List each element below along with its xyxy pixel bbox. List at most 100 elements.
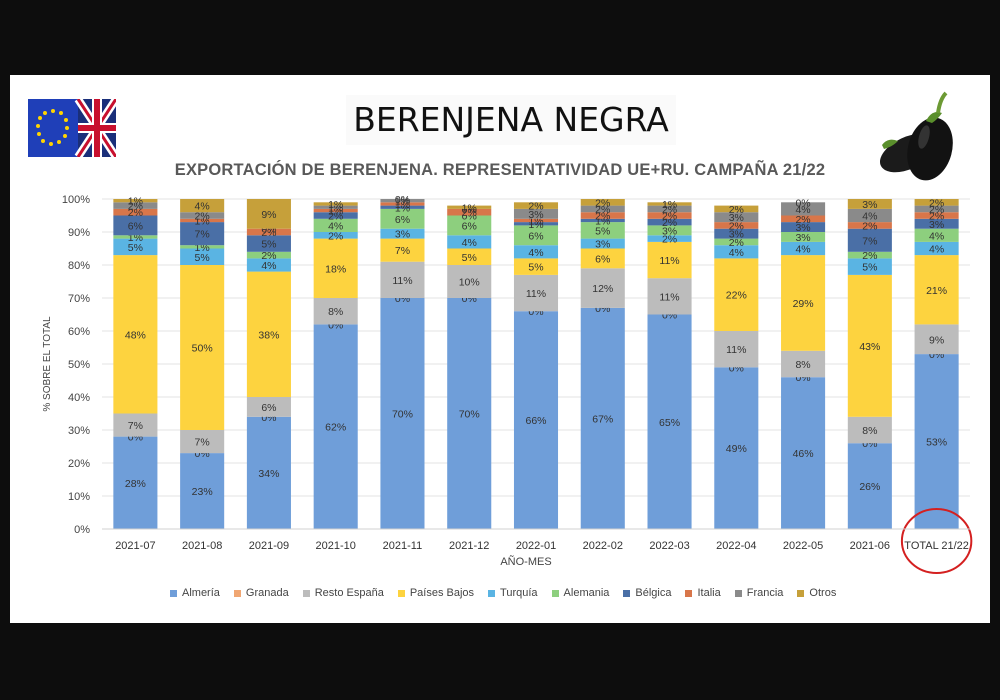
slide: BERENJENA NEGRA EXPORTACIÓN DE BERENJENA… xyxy=(10,75,990,623)
bar-segment xyxy=(246,199,291,229)
data-label: 0% xyxy=(395,194,410,206)
bar-segment xyxy=(380,261,425,298)
bar-segment xyxy=(180,199,225,213)
stacked-bar-chart: 0% 10% 20% 30% 40% 50% 60% 70% 80% 90% 100% % SOBRE… xyxy=(42,194,973,574)
bar-segment xyxy=(380,228,425,239)
bar-segment xyxy=(447,248,492,265)
legend-label: Almería xyxy=(182,587,220,599)
bar-segment xyxy=(113,238,158,256)
data-label: 2% xyxy=(862,220,877,232)
bar-segment xyxy=(781,241,826,256)
data-label: 23% xyxy=(192,486,213,498)
bar-segment xyxy=(847,199,892,209)
bar-segment xyxy=(513,208,559,219)
legend-item: Otros xyxy=(797,587,836,599)
bar-segment xyxy=(113,202,158,209)
bar-segment xyxy=(714,245,759,259)
bar-segment xyxy=(714,205,759,213)
data-label: 5% xyxy=(462,252,477,264)
legend-label: Otros xyxy=(809,587,837,599)
data-label: 2% xyxy=(929,204,944,216)
data-label: 2% xyxy=(662,211,677,223)
legend-swatch xyxy=(685,589,693,597)
data-label: 2% xyxy=(261,250,276,262)
legend-swatch xyxy=(397,589,405,597)
data-label: 11% xyxy=(659,255,679,267)
bar-segment xyxy=(847,258,892,275)
bar-segment xyxy=(781,377,826,529)
bar-segment xyxy=(313,212,358,219)
bar-segment xyxy=(714,331,759,368)
bar-segment xyxy=(246,235,291,252)
bar-segment xyxy=(180,430,225,454)
x-tick-label: 2021-10 xyxy=(316,540,356,552)
legend-label: Granada xyxy=(245,587,289,599)
data-label: 2% xyxy=(795,214,810,226)
data-label: 2% xyxy=(328,230,343,242)
bar-segment xyxy=(647,278,692,315)
data-label: 2% xyxy=(595,197,610,209)
legend-label: Alemania xyxy=(563,587,610,599)
data-label: 1% xyxy=(662,199,677,211)
highlight-circle xyxy=(900,508,973,574)
bar-segment xyxy=(781,202,826,216)
bar-segment xyxy=(580,212,625,219)
data-label: 4% xyxy=(328,220,343,232)
data-label: 7% xyxy=(862,235,877,247)
bar-segment xyxy=(914,324,959,355)
data-label: 53% xyxy=(926,437,947,449)
bar-segment xyxy=(914,255,959,325)
legend-swatch xyxy=(302,589,310,597)
bar-segment xyxy=(380,202,425,206)
data-label: 22% xyxy=(726,290,747,302)
data-label: 43% xyxy=(859,341,880,353)
data-label: 4% xyxy=(462,237,477,249)
bar-segment xyxy=(180,248,225,265)
bar-segment xyxy=(914,218,959,229)
bar-segment xyxy=(847,228,892,252)
bar-segment xyxy=(313,298,358,325)
y-tick-label: 90% xyxy=(68,227,90,239)
bar-segment xyxy=(580,205,625,213)
legend-item: Bélgica xyxy=(623,587,671,599)
data-label: 38% xyxy=(258,329,279,341)
bar-segment xyxy=(647,218,692,226)
data-label: 29% xyxy=(793,298,814,310)
bar-segment xyxy=(580,268,625,308)
bar-segment xyxy=(647,241,692,279)
bar-segment xyxy=(513,245,559,259)
data-label: 6% xyxy=(261,402,276,414)
data-label: 3% xyxy=(662,225,677,237)
data-label: 5% xyxy=(595,225,610,237)
data-label: 66% xyxy=(525,415,546,427)
bar-segment xyxy=(180,218,225,223)
legend-label: Países Bajos xyxy=(409,587,475,599)
data-label: 3% xyxy=(729,212,744,224)
bar-segment xyxy=(113,208,158,216)
legend-swatch xyxy=(551,589,559,597)
data-label: 3% xyxy=(395,229,410,241)
bar-segment xyxy=(647,205,692,213)
bar-segment xyxy=(113,255,158,414)
data-label: 2% xyxy=(128,201,143,213)
chart-title: EXPORTACIÓN DE BERENJENA. REPRESENTATIVI… xyxy=(174,161,826,179)
bar-segment xyxy=(313,202,358,206)
bar-segment xyxy=(914,199,959,206)
bar-segment xyxy=(513,202,559,209)
data-label: 2% xyxy=(662,204,677,216)
data-label: 1% xyxy=(395,196,410,208)
legend-item: Francia xyxy=(734,587,783,599)
y-tick-label: 40% xyxy=(68,392,90,404)
bar-segment xyxy=(714,228,759,239)
bar-segment xyxy=(914,212,959,219)
legend-item: Alemania xyxy=(551,587,610,599)
data-label: 6% xyxy=(462,220,477,232)
data-label: 3% xyxy=(929,219,944,231)
bar-segment xyxy=(180,245,225,249)
bar-segment xyxy=(513,258,559,275)
data-label: 8% xyxy=(795,359,810,371)
bar-segment xyxy=(580,307,625,529)
bar-segment xyxy=(246,397,291,417)
x-tick-label: 2021-11 xyxy=(383,540,423,552)
bar-segment xyxy=(847,274,892,417)
